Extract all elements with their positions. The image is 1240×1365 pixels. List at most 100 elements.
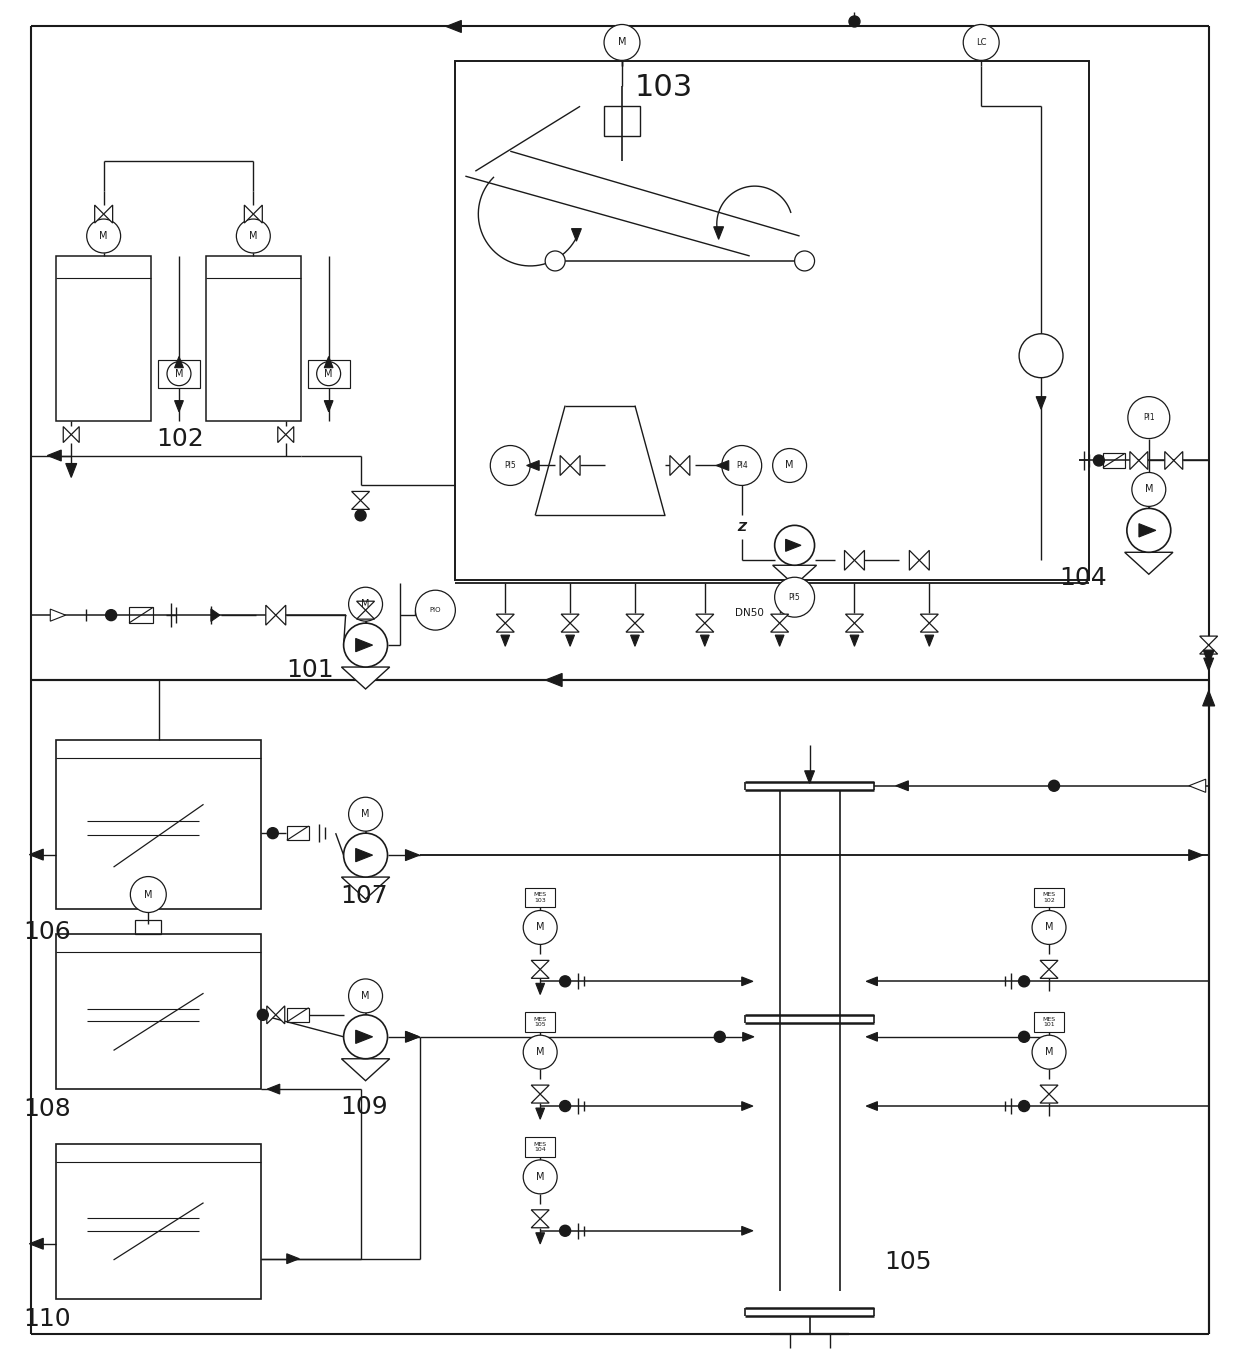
- Polygon shape: [1138, 524, 1156, 536]
- Bar: [526, 887, 556, 908]
- Polygon shape: [714, 227, 724, 239]
- Polygon shape: [743, 1032, 754, 1041]
- Polygon shape: [63, 427, 71, 442]
- Polygon shape: [1037, 397, 1047, 410]
- Bar: [308, 360, 350, 388]
- Polygon shape: [66, 464, 77, 478]
- Polygon shape: [742, 1226, 753, 1235]
- Text: 104: 104: [1059, 566, 1107, 590]
- Polygon shape: [1204, 658, 1214, 670]
- Polygon shape: [175, 356, 184, 367]
- Polygon shape: [531, 969, 549, 979]
- Polygon shape: [175, 401, 184, 412]
- Polygon shape: [531, 961, 549, 969]
- Circle shape: [343, 624, 388, 667]
- Polygon shape: [496, 624, 515, 632]
- Text: PI4: PI4: [735, 461, 748, 470]
- Polygon shape: [267, 1084, 280, 1093]
- Circle shape: [237, 218, 270, 253]
- Text: PIO: PIO: [430, 607, 441, 613]
- Bar: [56, 935, 260, 1089]
- Polygon shape: [531, 1085, 549, 1095]
- Circle shape: [348, 979, 382, 1013]
- Polygon shape: [846, 624, 863, 632]
- Circle shape: [1127, 508, 1171, 553]
- Polygon shape: [405, 849, 419, 860]
- Circle shape: [1018, 1032, 1029, 1043]
- Text: M: M: [175, 369, 184, 378]
- Text: M: M: [618, 37, 626, 48]
- Circle shape: [714, 1032, 725, 1043]
- Polygon shape: [805, 771, 815, 784]
- Text: DN50: DN50: [735, 609, 764, 618]
- Text: M: M: [1145, 485, 1153, 494]
- Text: 107: 107: [341, 883, 388, 908]
- Polygon shape: [47, 450, 61, 461]
- Text: M: M: [361, 991, 370, 1001]
- Polygon shape: [570, 456, 580, 475]
- Polygon shape: [626, 614, 644, 624]
- Polygon shape: [1174, 452, 1183, 470]
- Text: PI1: PI1: [1143, 414, 1154, 422]
- Polygon shape: [94, 205, 104, 222]
- Polygon shape: [920, 624, 939, 632]
- Circle shape: [105, 610, 117, 621]
- Polygon shape: [253, 205, 263, 222]
- Polygon shape: [356, 1031, 372, 1043]
- Polygon shape: [1189, 849, 1203, 860]
- Bar: [129, 607, 153, 622]
- Polygon shape: [275, 605, 285, 625]
- Polygon shape: [1130, 452, 1138, 470]
- Polygon shape: [1040, 961, 1058, 969]
- Circle shape: [849, 16, 861, 27]
- Polygon shape: [211, 609, 219, 621]
- Text: M: M: [536, 1047, 544, 1057]
- Text: M: M: [536, 923, 544, 932]
- Polygon shape: [265, 605, 275, 625]
- Circle shape: [343, 1014, 388, 1059]
- Bar: [1034, 1013, 1064, 1032]
- Polygon shape: [446, 20, 461, 33]
- Text: 110: 110: [24, 1306, 71, 1331]
- Polygon shape: [356, 639, 372, 651]
- Polygon shape: [867, 977, 878, 986]
- Circle shape: [773, 449, 806, 482]
- Polygon shape: [1203, 691, 1215, 706]
- Circle shape: [795, 251, 815, 270]
- Circle shape: [130, 876, 166, 912]
- Circle shape: [316, 362, 341, 386]
- Circle shape: [523, 910, 557, 945]
- Polygon shape: [341, 1059, 389, 1081]
- Bar: [1102, 453, 1125, 468]
- Polygon shape: [536, 1108, 544, 1119]
- Polygon shape: [325, 401, 334, 412]
- Text: 101: 101: [285, 658, 334, 682]
- Polygon shape: [531, 1095, 549, 1103]
- Polygon shape: [867, 1102, 878, 1111]
- Polygon shape: [536, 983, 544, 995]
- Polygon shape: [670, 456, 680, 475]
- Polygon shape: [531, 1219, 549, 1227]
- Polygon shape: [909, 550, 919, 571]
- Polygon shape: [1040, 969, 1058, 979]
- Polygon shape: [285, 427, 294, 442]
- Text: M: M: [144, 890, 153, 900]
- Circle shape: [1019, 334, 1063, 378]
- Circle shape: [348, 797, 382, 831]
- Text: MES
103: MES 103: [533, 893, 547, 902]
- Circle shape: [258, 1009, 268, 1021]
- Polygon shape: [267, 1006, 275, 1024]
- Circle shape: [604, 25, 640, 60]
- Bar: [56, 1144, 260, 1298]
- Polygon shape: [278, 427, 285, 442]
- Text: M: M: [1045, 1047, 1053, 1057]
- Circle shape: [963, 25, 999, 60]
- Polygon shape: [341, 878, 389, 900]
- Polygon shape: [854, 550, 864, 571]
- Text: M: M: [325, 369, 332, 378]
- Polygon shape: [626, 624, 644, 632]
- Polygon shape: [527, 460, 539, 471]
- Circle shape: [1032, 1035, 1066, 1069]
- Polygon shape: [925, 635, 934, 646]
- Text: MES
101: MES 101: [1043, 1017, 1055, 1028]
